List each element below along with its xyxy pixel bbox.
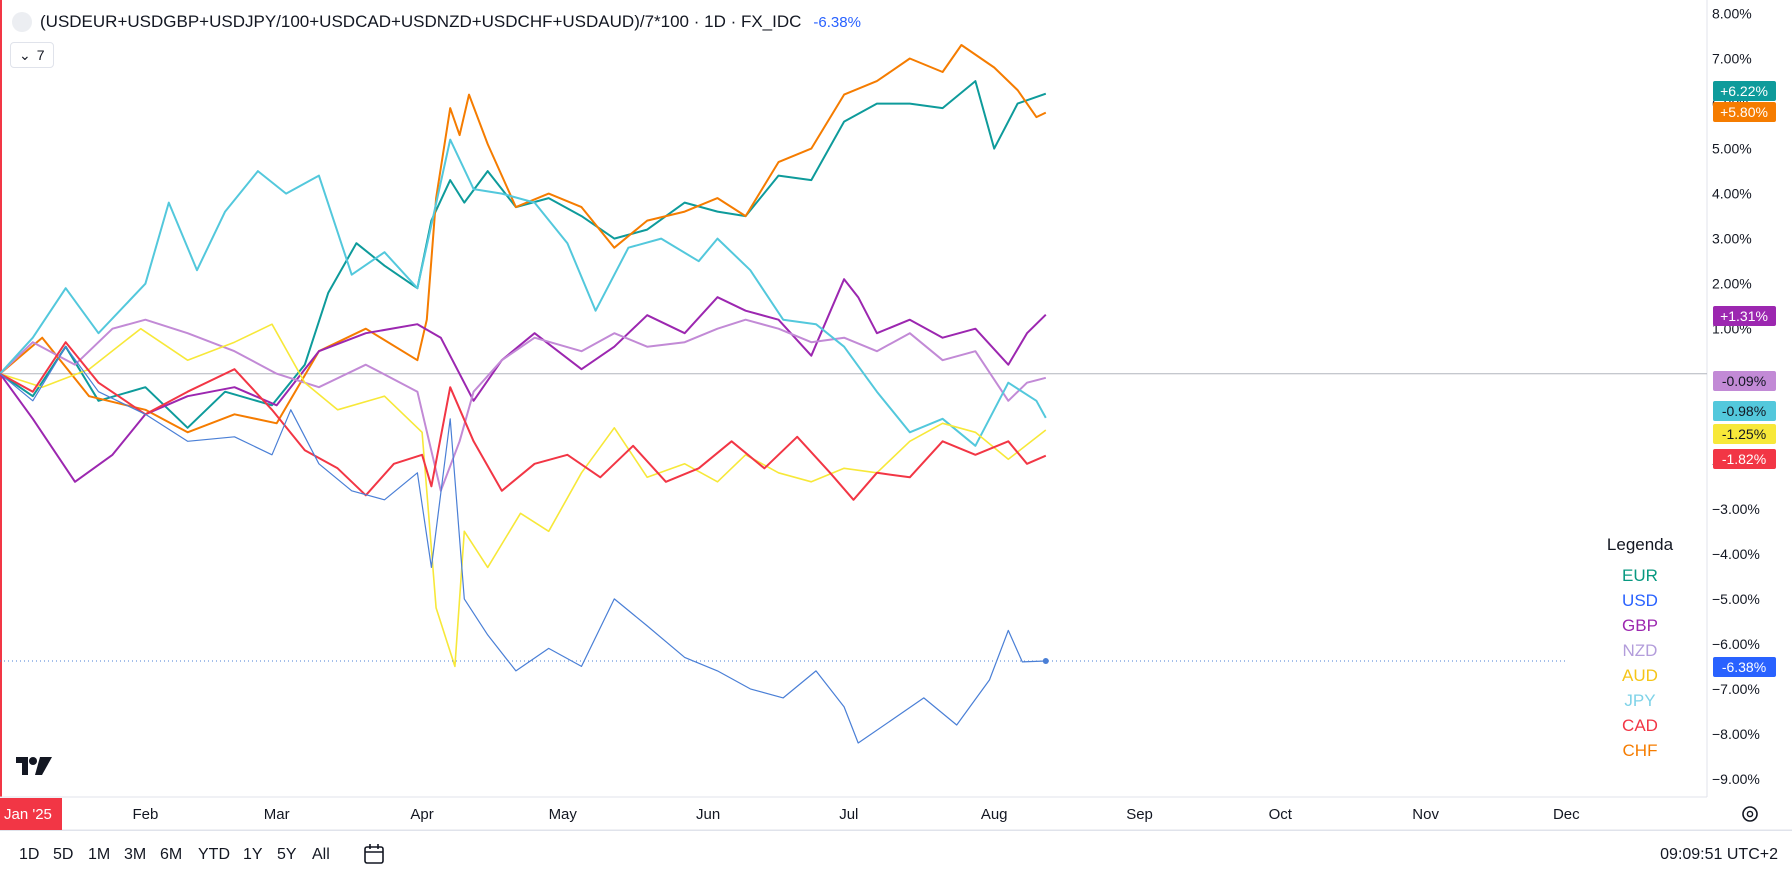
y-tick-label: −3.00% [1712, 501, 1760, 517]
legend-item: NZD [1622, 641, 1658, 660]
clock-timezone[interactable]: 09:09:51 UTC+2 [1660, 846, 1778, 863]
last-value-label: +1.31% [1720, 308, 1768, 324]
legend-item: USD [1622, 591, 1658, 610]
series-line[interactable] [0, 44, 1047, 434]
symbol-title[interactable]: (USDEUR+USDGBP+USDJPY/100+USDCAD+USDNZD+… [40, 12, 802, 31]
last-value-label: -0.09% [1722, 373, 1766, 389]
symbol-icon [12, 12, 32, 32]
series-line[interactable] [0, 323, 1047, 668]
y-tick-label: 3.00% [1712, 231, 1752, 247]
settings-icon[interactable] [1742, 806, 1758, 822]
last-value-badge [1713, 102, 1776, 122]
last-value-badge [1713, 657, 1776, 677]
last-value-label: -1.25% [1722, 426, 1766, 442]
series-line[interactable] [0, 346, 1046, 744]
chevron-down-icon: ⌄ [19, 46, 31, 63]
last-value-label: -6.38% [1722, 659, 1766, 675]
y-tick-label: −6.00% [1712, 636, 1760, 652]
last-value-label: +6.22% [1720, 83, 1768, 99]
x-tick-highlight [0, 798, 62, 830]
y-tick-label: −9.00% [1712, 771, 1760, 787]
last-value-badge [1713, 306, 1776, 326]
calendar-icon[interactable] [362, 842, 386, 866]
legend-item: CHF [1622, 741, 1658, 760]
x-tick-label: Nov [1412, 806, 1439, 823]
legend-item: GBP [1622, 616, 1658, 635]
last-value-badge [1713, 401, 1776, 421]
x-tick-label: Dec [1553, 806, 1580, 823]
last-value-badge [1713, 81, 1776, 101]
range-5y-button[interactable]: 5Y [277, 846, 297, 863]
last-value-label: +5.80% [1720, 104, 1768, 120]
range-1d-button[interactable]: 1D [19, 846, 40, 863]
legend-item: JPY [1624, 691, 1656, 710]
series-line[interactable] [0, 80, 1047, 429]
last-value-badge [1713, 449, 1776, 469]
range-6m-button[interactable]: 6M [160, 846, 183, 863]
range-5d-button[interactable]: 5D [53, 846, 74, 863]
x-tick-label: Apr [410, 806, 433, 823]
series-line[interactable] [0, 278, 1047, 483]
indicator-count: 7 [36, 47, 45, 63]
chart-header: (USDEUR+USDGBP+USDJPY/100+USDCAD+USDNZD+… [12, 10, 861, 34]
last-value-badge [1713, 371, 1776, 391]
x-tick-label: Jun [696, 806, 720, 823]
y-tick-label: 2.00% [1712, 276, 1752, 292]
tradingview-logo[interactable] [16, 757, 52, 775]
x-tick-label: Aug [981, 806, 1008, 823]
y-tick-label: 5.00% [1712, 141, 1752, 157]
x-tick-label: Jul [839, 806, 858, 823]
legend-item: AUD [1622, 666, 1658, 685]
range-1m-button[interactable]: 1M [88, 846, 111, 863]
x-tick-label: May [549, 806, 578, 823]
x-tick-label: Mar [264, 806, 290, 823]
legend-item: EUR [1622, 566, 1658, 585]
series-line[interactable] [0, 341, 1047, 501]
y-tick-label: −8.00% [1712, 726, 1760, 742]
range-1y-button[interactable]: 1Y [243, 846, 263, 863]
range-3m-button[interactable]: 3M [124, 846, 147, 863]
range-ytd-button[interactable]: YTD [198, 846, 230, 863]
x-tick-label: Sep [1126, 806, 1153, 823]
price-chart[interactable]: 8.00%7.00%6.00%5.00%4.00%3.00%2.00%1.00%… [0, 0, 1792, 830]
y-tick-label: 8.00% [1712, 6, 1752, 22]
y-tick-label: −5.00% [1712, 591, 1760, 607]
series-line[interactable] [0, 138, 1047, 447]
legend-item: CAD [1622, 716, 1658, 735]
change-value: -6.38% [813, 13, 861, 31]
x-tick-label: Jan '25 [4, 806, 52, 823]
last-value-badge [1713, 424, 1776, 444]
last-value-label: -1.82% [1722, 451, 1766, 467]
indicators-toggle-button[interactable]: ⌄ 7 [10, 42, 54, 68]
range-all-button[interactable]: All [312, 846, 330, 863]
legend-title: Legenda [1606, 535, 1674, 554]
last-point-dot [1042, 658, 1049, 665]
last-value-label: -0.98% [1722, 403, 1766, 419]
y-tick-label: 4.00% [1712, 186, 1752, 202]
y-tick-label: 7.00% [1712, 51, 1752, 67]
series-line[interactable] [0, 318, 1047, 492]
bottom-toolbar [0, 830, 1792, 884]
y-tick-label: −7.00% [1712, 681, 1760, 697]
y-tick-label: −4.00% [1712, 546, 1760, 562]
x-tick-label: Feb [132, 806, 158, 823]
legend: Legenda EUR USD GBP NZD AUD JPY CAD CHF [1595, 535, 1685, 763]
x-tick-label: Oct [1269, 806, 1293, 823]
